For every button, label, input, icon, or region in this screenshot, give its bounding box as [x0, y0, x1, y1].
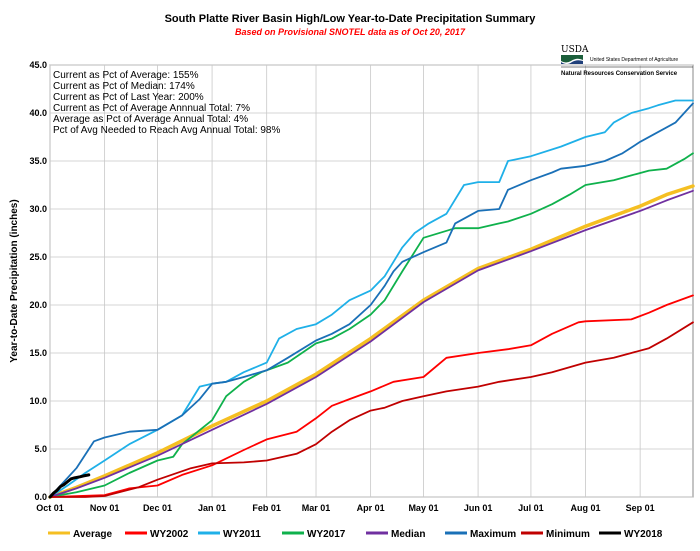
y-tick-label: 40.0 [29, 108, 47, 118]
legend-label-median: Median [391, 529, 425, 540]
usda-nrcs-logo: USDA United States Department of Agricul… [561, 45, 693, 77]
legend-label-minimum: Minimum [546, 529, 590, 540]
stat-line: Current as Pct of Average: 155% [53, 70, 199, 81]
y-axis-label: Year-to-Date Precipitation (inches) [9, 199, 20, 362]
series-line-wy2018 [48, 473, 91, 499]
x-tick-label: Nov 01 [90, 503, 120, 513]
y-tick-label: 15.0 [29, 348, 47, 358]
x-tick-label: Feb 01 [252, 503, 281, 513]
x-tick-label: Oct 01 [36, 503, 64, 513]
y-tick-label: 10.0 [29, 396, 47, 406]
x-tick-label: Jan 01 [198, 503, 226, 513]
x-tick-label: Mar 01 [302, 503, 331, 513]
usda-logo-wave [561, 60, 583, 64]
legend-label-average: Average [73, 529, 113, 540]
chart-title: South Platte River Basin High/Low Year-t… [165, 13, 537, 25]
stat-line: Average as Pct of Average Annual Total: … [53, 114, 248, 125]
legend: Average WY2002 WY2011 WY2017 Median Maximum Mi… [48, 529, 663, 540]
legend-label-wy2018: WY2018 [624, 529, 663, 540]
y-tick-label: 5.0 [34, 444, 47, 454]
usda-department-text: United States Department of Agriculture [590, 57, 678, 63]
series-line-median [49, 189, 694, 498]
x-tick-label: May 01 [408, 503, 438, 513]
y-tick-label: 45.0 [29, 60, 47, 70]
stat-line: Current as Pct of Last Year: 200% [53, 92, 204, 103]
stat-line: Current as Pct of Median: 174% [53, 81, 195, 92]
series-group [48, 99, 695, 499]
y-tick-label: 30.0 [29, 204, 47, 214]
x-tick-label: Aug 01 [571, 503, 601, 513]
legend-label-maximum: Maximum [470, 529, 516, 540]
stats-box: Current as Pct of Average: 155%Current a… [53, 70, 280, 136]
legend-label-wy2002: WY2002 [150, 529, 189, 540]
x-tick-label: Apr 01 [357, 503, 385, 513]
usda-logo-text: USDA [561, 45, 589, 55]
series-line-minimum [49, 321, 694, 498]
x-tick-label: Jun 01 [464, 503, 493, 513]
y-ticks: 0.0 5.0 10.0 15.0 20.0 25.0 30.0 35.0 40.0 45.0 [29, 60, 47, 502]
nrcs-agency-text: Natural Resources Conservation Service [561, 71, 678, 77]
x-ticks: Oct 01 Nov 01 Dec 01 Jan 01 Feb 01 Mar 01 Apr … [36, 503, 654, 513]
chart-subtitle: Based on Provisional SNOTEL data as of O… [235, 27, 466, 37]
stat-line: Current as Pct of Average Annnual Total:… [53, 103, 250, 114]
series-line-wy2017 [49, 152, 694, 498]
legend-label-wy2017: WY2017 [307, 529, 346, 540]
x-tick-label: Jul 01 [518, 503, 544, 513]
series-line-average [48, 184, 695, 499]
series-line-wy2002 [49, 294, 694, 498]
legend-label-wy2011: WY2011 [223, 529, 261, 540]
usda-logo-mark [561, 55, 583, 63]
x-tick-label: Sep 01 [626, 503, 655, 513]
y-tick-label: 0.0 [34, 492, 47, 502]
y-tick-label: 35.0 [29, 156, 47, 166]
y-tick-label: 25.0 [29, 252, 47, 262]
series-line-maximum [49, 102, 694, 498]
stat-line: Pct of Avg Needed to Reach Avg Annual To… [53, 125, 280, 136]
y-tick-label: 20.0 [29, 300, 47, 310]
x-tick-label: Dec 01 [143, 503, 172, 513]
